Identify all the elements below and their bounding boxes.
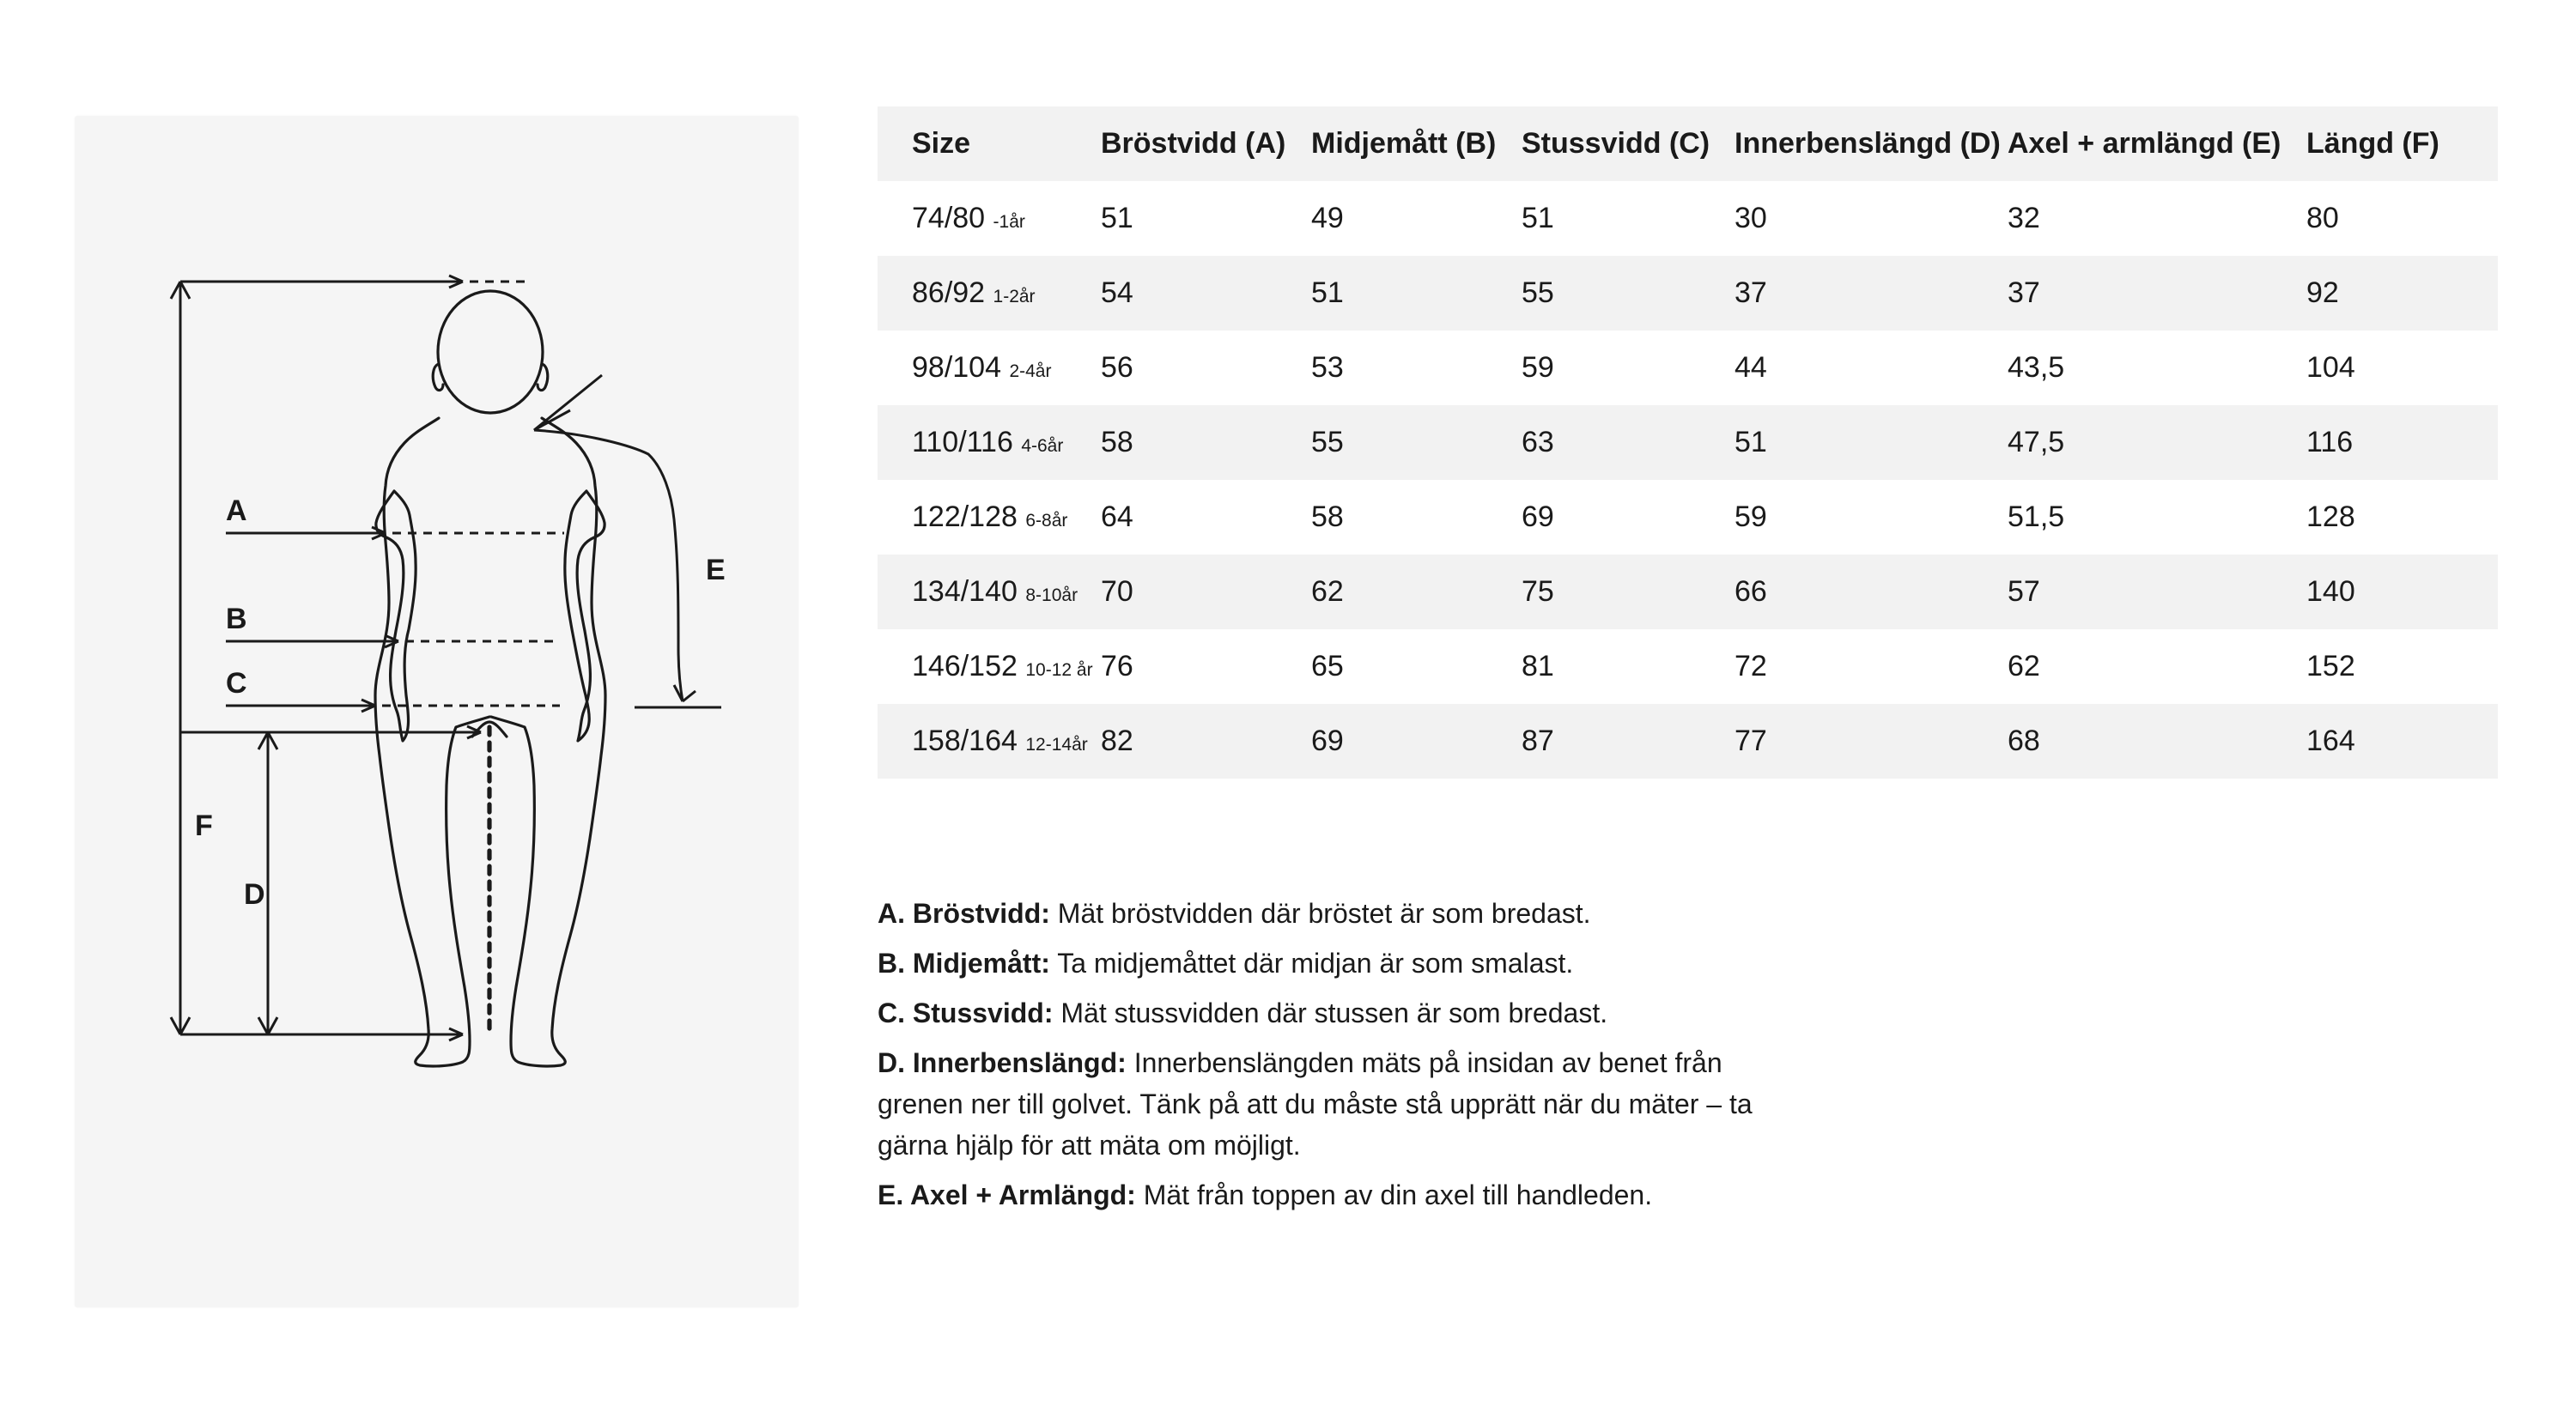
- svg-text:C: C: [226, 667, 247, 700]
- svg-text:D: D: [244, 878, 265, 911]
- svg-text:A: A: [226, 494, 247, 527]
- svg-text:F: F: [195, 810, 213, 842]
- svg-text:B: B: [226, 603, 247, 635]
- svg-text:E: E: [706, 554, 726, 586]
